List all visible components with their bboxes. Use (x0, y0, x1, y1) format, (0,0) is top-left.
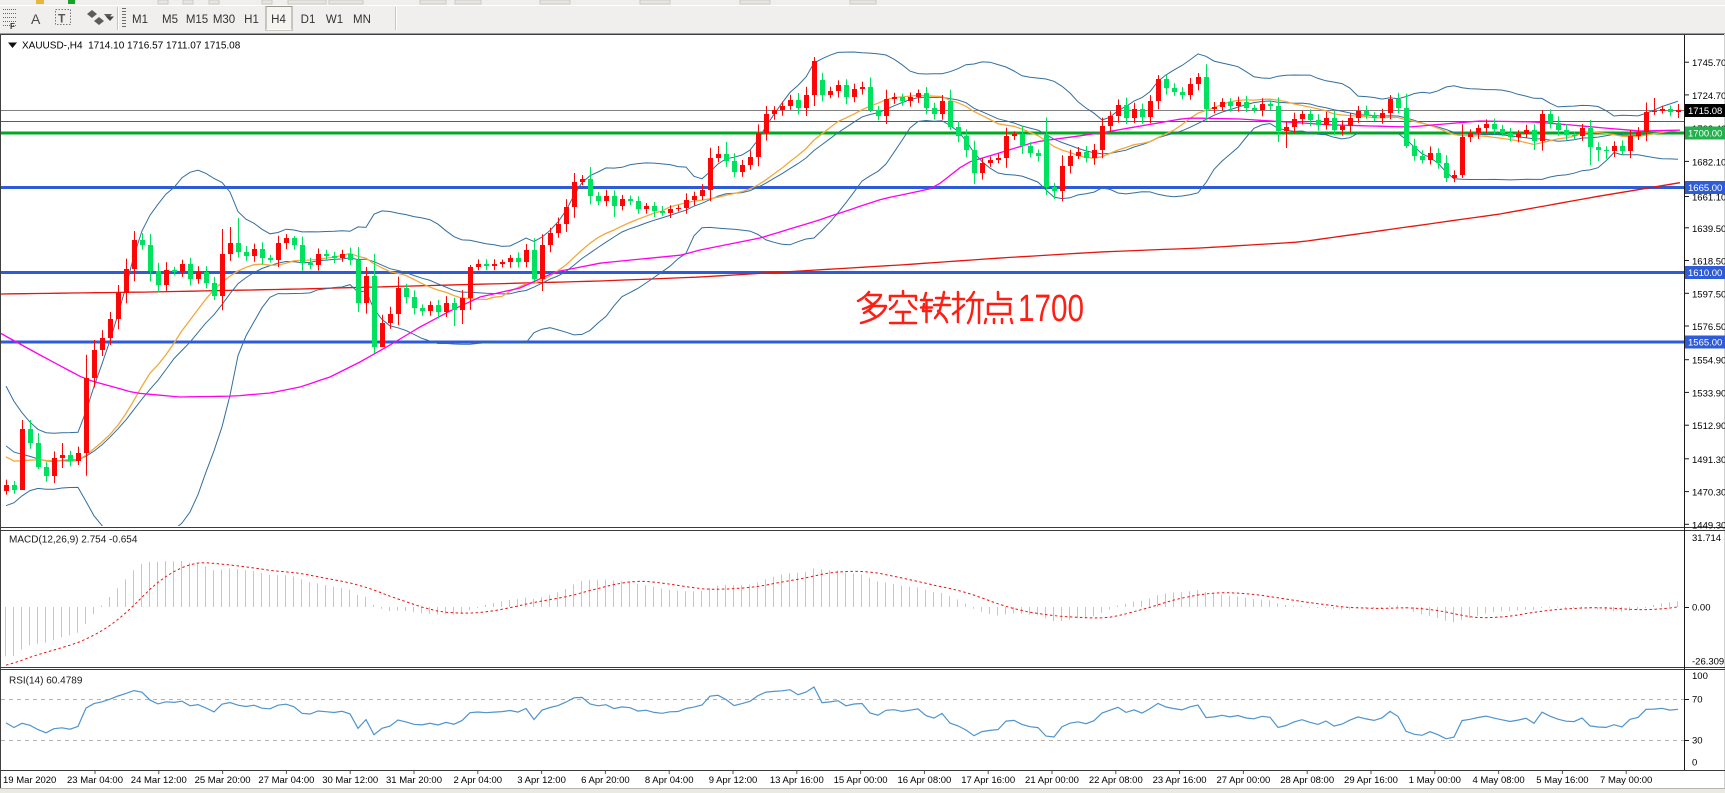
svg-text:M1: M1 (132, 14, 148, 26)
svg-text:1665.00: 1665.00 (1688, 183, 1722, 194)
svg-text:27 Apr 00:00: 27 Apr 00:00 (1216, 775, 1270, 786)
svg-text:1639.50: 1639.50 (1692, 224, 1725, 235)
svg-text:XAUUSD-,H4 1714.10 1716.57 17: XAUUSD-,H4 1714.10 1716.57 1711.07 1715.… (22, 41, 241, 52)
svg-text:17 Apr 16:00: 17 Apr 16:00 (961, 775, 1015, 786)
svg-text:22 Apr 08:00: 22 Apr 08:00 (1089, 775, 1143, 786)
svg-text:1700: 1700 (1018, 288, 1084, 330)
svg-text:1449.30: 1449.30 (1692, 520, 1725, 531)
svg-text:-26.309: -26.309 (1692, 657, 1724, 668)
svg-text:0.00: 0.00 (1692, 603, 1711, 614)
svg-text:1745.70: 1745.70 (1692, 58, 1725, 69)
svg-text:1610.00: 1610.00 (1688, 268, 1722, 279)
svg-text:1597.50: 1597.50 (1692, 289, 1725, 300)
svg-text:15 Apr 00:00: 15 Apr 00:00 (834, 775, 888, 786)
svg-text:1512.90: 1512.90 (1692, 421, 1725, 432)
svg-text:19 Mar 2020: 19 Mar 2020 (3, 775, 56, 786)
svg-text:5 May 16:00: 5 May 16:00 (1536, 775, 1588, 786)
svg-text:MACD(12,26,9) 2.754 -0.654: MACD(12,26,9) 2.754 -0.654 (9, 535, 138, 546)
svg-text:28 Apr 08:00: 28 Apr 08:00 (1280, 775, 1334, 786)
svg-text:3 Apr 12:00: 3 Apr 12:00 (517, 775, 566, 786)
svg-text:T: T (58, 12, 66, 26)
svg-text:9 Apr 12:00: 9 Apr 12:00 (709, 775, 758, 786)
svg-text:2 Apr 04:00: 2 Apr 04:00 (453, 775, 502, 786)
svg-text:7 May 00:00: 7 May 00:00 (1600, 775, 1652, 786)
svg-text:1618.50: 1618.50 (1692, 257, 1725, 268)
svg-text:13 Apr 16:00: 13 Apr 16:00 (770, 775, 824, 786)
svg-text:W1: W1 (326, 14, 343, 26)
svg-text:1682.10: 1682.10 (1692, 157, 1725, 168)
svg-text:24 Mar 12:00: 24 Mar 12:00 (131, 775, 187, 786)
svg-text:A: A (31, 11, 41, 27)
svg-text:31.714: 31.714 (1692, 533, 1721, 544)
svg-text:RSI(14) 60.4789: RSI(14) 60.4789 (9, 676, 83, 687)
svg-text:1491.30: 1491.30 (1692, 455, 1725, 466)
svg-text:100: 100 (1692, 671, 1708, 682)
svg-text:H4: H4 (271, 14, 286, 26)
svg-text:1 May 00:00: 1 May 00:00 (1409, 775, 1461, 786)
svg-text:MN: MN (353, 14, 371, 26)
svg-text:1700.00: 1700.00 (1688, 129, 1722, 140)
svg-text:23 Apr 16:00: 23 Apr 16:00 (1153, 775, 1207, 786)
svg-text:29 Apr 16:00: 29 Apr 16:00 (1344, 775, 1398, 786)
svg-text:23 Mar 04:00: 23 Mar 04:00 (67, 775, 123, 786)
svg-text:1661.10: 1661.10 (1692, 193, 1725, 204)
svg-text:70: 70 (1692, 695, 1703, 706)
svg-text:M30: M30 (213, 14, 235, 26)
svg-text:16 Apr 08:00: 16 Apr 08:00 (897, 775, 951, 786)
svg-text:27 Mar 04:00: 27 Mar 04:00 (258, 775, 314, 786)
svg-text:1533.90: 1533.90 (1692, 388, 1725, 399)
svg-text:30 Mar 12:00: 30 Mar 12:00 (322, 775, 378, 786)
svg-text:6 Apr 20:00: 6 Apr 20:00 (581, 775, 630, 786)
svg-text:31 Mar 20:00: 31 Mar 20:00 (386, 775, 442, 786)
svg-text:21 Apr 00:00: 21 Apr 00:00 (1025, 775, 1079, 786)
svg-text:F: F (10, 22, 15, 31)
svg-text:0: 0 (1692, 758, 1697, 769)
svg-text:H1: H1 (244, 14, 259, 26)
svg-text:8 Apr 04:00: 8 Apr 04:00 (645, 775, 694, 786)
svg-text:4 May 08:00: 4 May 08:00 (1472, 775, 1524, 786)
svg-text:1554.90: 1554.90 (1692, 356, 1725, 367)
svg-text:1565.00: 1565.00 (1688, 338, 1722, 349)
svg-text:30: 30 (1692, 736, 1703, 747)
svg-text:1576.50: 1576.50 (1692, 322, 1725, 333)
svg-text:M15: M15 (186, 14, 208, 26)
svg-text:1724.70: 1724.70 (1692, 91, 1725, 102)
svg-text:M5: M5 (162, 14, 178, 26)
svg-text:D1: D1 (301, 14, 316, 26)
svg-text:1470.30: 1470.30 (1692, 488, 1725, 499)
svg-text:1715.08: 1715.08 (1688, 106, 1722, 117)
svg-text:25 Mar 20:00: 25 Mar 20:00 (195, 775, 251, 786)
